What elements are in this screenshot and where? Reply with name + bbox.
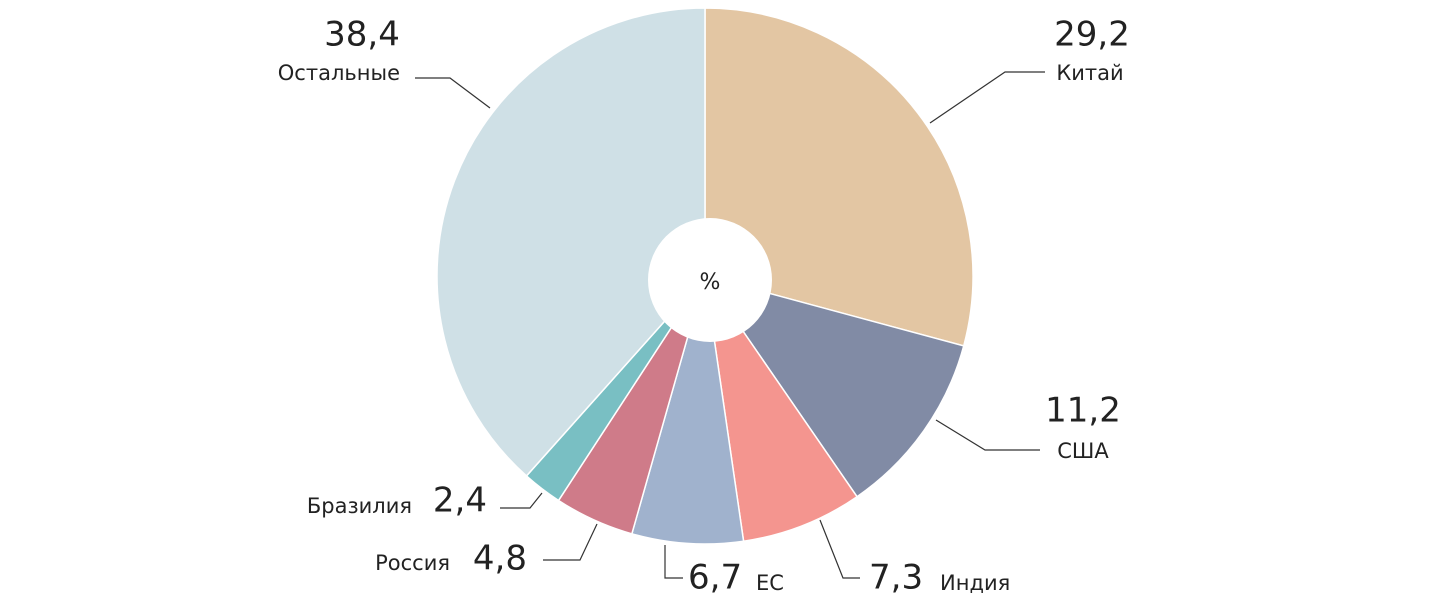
slices — [436, 7, 974, 545]
value-label: 6,7 — [688, 558, 742, 596]
leader-line — [929, 71, 1045, 124]
category-label: Индия — [940, 571, 1010, 595]
slice — [630, 275, 745, 545]
value-label: 38,4 — [324, 15, 400, 55]
slice — [704, 7, 974, 347]
leader-line — [415, 77, 491, 109]
category-label: Бразилия — [307, 494, 412, 518]
leader-line — [664, 545, 683, 579]
leader-line — [543, 523, 598, 561]
leader-line — [500, 492, 543, 509]
value-label: 4,8 — [473, 539, 527, 579]
category-label: Китай — [1056, 61, 1123, 85]
donut-hole — [648, 218, 772, 342]
slice — [704, 275, 859, 543]
value-label: 29,2 — [1054, 15, 1130, 55]
value-label: 2,4 — [433, 481, 487, 521]
value-label: 7,3 — [869, 558, 923, 596]
leader-line — [819, 519, 860, 579]
category-label: ЕС — [756, 571, 784, 595]
value-label: 11,2 — [1045, 391, 1121, 431]
slice — [703, 274, 965, 498]
center-label: % — [700, 270, 721, 295]
category-label: Россия — [375, 551, 450, 575]
leader-line — [935, 419, 1040, 451]
category-label: Остальные — [278, 61, 400, 85]
category-label: США — [1057, 439, 1109, 463]
slice — [436, 7, 706, 477]
